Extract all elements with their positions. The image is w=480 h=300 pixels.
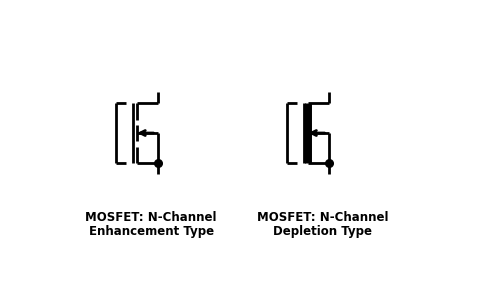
Text: MOSFET: N-Channel: MOSFET: N-Channel <box>85 211 217 224</box>
Text: Depletion Type: Depletion Type <box>273 225 372 238</box>
Text: Enhancement Type: Enhancement Type <box>89 225 214 238</box>
Text: MOSFET: N-Channel: MOSFET: N-Channel <box>256 211 388 224</box>
